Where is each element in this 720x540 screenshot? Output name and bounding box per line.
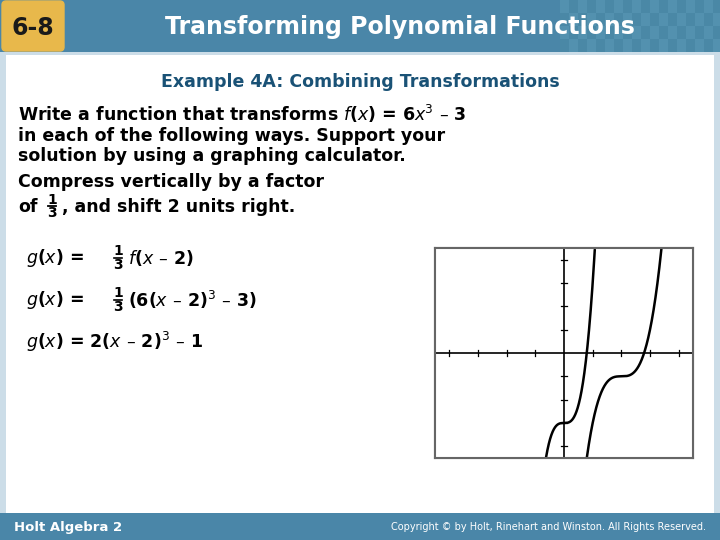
FancyBboxPatch shape [632, 13, 641, 26]
FancyBboxPatch shape [623, 0, 632, 13]
FancyBboxPatch shape [587, 13, 596, 26]
Text: $\it{g}$($\it{x}$) = 2($\it{x}$ – 2)$^3$ – 1: $\it{g}$($\it{x}$) = 2($\it{x}$ – 2)$^3$… [26, 330, 203, 354]
FancyBboxPatch shape [578, 39, 587, 52]
FancyBboxPatch shape [668, 39, 677, 52]
FancyBboxPatch shape [659, 13, 668, 26]
FancyBboxPatch shape [596, 39, 605, 52]
FancyBboxPatch shape [614, 13, 623, 26]
FancyBboxPatch shape [605, 13, 614, 26]
Text: 3: 3 [113, 300, 123, 314]
FancyBboxPatch shape [641, 13, 650, 26]
Text: $\it{f}$($\it{x}$ – 2): $\it{f}$($\it{x}$ – 2) [128, 248, 194, 268]
FancyBboxPatch shape [578, 13, 587, 26]
FancyBboxPatch shape [677, 0, 686, 13]
FancyBboxPatch shape [641, 26, 650, 39]
Text: Compress vertically by a factor: Compress vertically by a factor [18, 173, 324, 191]
FancyBboxPatch shape [578, 0, 587, 13]
FancyBboxPatch shape [695, 0, 704, 13]
FancyBboxPatch shape [695, 26, 704, 39]
FancyBboxPatch shape [650, 13, 659, 26]
Text: 1: 1 [113, 244, 123, 258]
FancyBboxPatch shape [6, 55, 714, 513]
FancyBboxPatch shape [686, 39, 695, 52]
Text: Transforming Polynomial Functions: Transforming Polynomial Functions [165, 15, 635, 39]
FancyBboxPatch shape [623, 26, 632, 39]
FancyBboxPatch shape [560, 39, 569, 52]
Text: (6($\it{x}$ – 2)$^3$ – 3): (6($\it{x}$ – 2)$^3$ – 3) [128, 289, 257, 311]
Text: 6-8: 6-8 [12, 16, 55, 40]
FancyBboxPatch shape [569, 0, 578, 13]
FancyBboxPatch shape [569, 26, 578, 39]
FancyBboxPatch shape [560, 26, 569, 39]
FancyBboxPatch shape [0, 0, 720, 52]
Text: 1: 1 [47, 193, 57, 207]
FancyBboxPatch shape [641, 39, 650, 52]
FancyBboxPatch shape [650, 0, 659, 13]
FancyBboxPatch shape [695, 39, 704, 52]
FancyBboxPatch shape [560, 13, 569, 26]
FancyBboxPatch shape [596, 26, 605, 39]
FancyBboxPatch shape [704, 0, 713, 13]
FancyBboxPatch shape [713, 0, 720, 13]
FancyBboxPatch shape [632, 39, 641, 52]
FancyBboxPatch shape [686, 26, 695, 39]
FancyBboxPatch shape [668, 0, 677, 13]
FancyBboxPatch shape [587, 0, 596, 13]
FancyBboxPatch shape [632, 0, 641, 13]
FancyBboxPatch shape [686, 0, 695, 13]
FancyBboxPatch shape [605, 26, 614, 39]
Text: $\it{g}$($\it{x}$) =: $\it{g}$($\it{x}$) = [26, 289, 84, 311]
FancyBboxPatch shape [614, 26, 623, 39]
FancyBboxPatch shape [569, 13, 578, 26]
FancyBboxPatch shape [596, 13, 605, 26]
Text: Copyright © by Holt, Rinehart and Winston. All Rights Reserved.: Copyright © by Holt, Rinehart and Winsto… [391, 522, 706, 532]
Text: Write a function that transforms $\it{f}$($\it{x}$) = 6$\it{x}$$^3$ – 3: Write a function that transforms $\it{f}… [18, 103, 467, 125]
FancyBboxPatch shape [659, 0, 668, 13]
FancyBboxPatch shape [596, 0, 605, 13]
Text: of: of [18, 198, 37, 216]
FancyBboxPatch shape [668, 26, 677, 39]
FancyBboxPatch shape [686, 13, 695, 26]
FancyBboxPatch shape [587, 26, 596, 39]
FancyBboxPatch shape [668, 13, 677, 26]
FancyBboxPatch shape [659, 39, 668, 52]
FancyBboxPatch shape [713, 39, 720, 52]
Text: 1: 1 [113, 286, 123, 300]
FancyBboxPatch shape [560, 0, 569, 13]
FancyBboxPatch shape [713, 13, 720, 26]
Text: 3: 3 [113, 258, 123, 272]
FancyBboxPatch shape [569, 39, 578, 52]
FancyBboxPatch shape [435, 248, 693, 458]
FancyBboxPatch shape [605, 39, 614, 52]
FancyBboxPatch shape [578, 26, 587, 39]
Text: in each of the following ways. Support your: in each of the following ways. Support y… [18, 127, 445, 145]
Text: Holt Algebra 2: Holt Algebra 2 [14, 521, 122, 534]
FancyBboxPatch shape [623, 13, 632, 26]
FancyBboxPatch shape [2, 1, 64, 51]
FancyBboxPatch shape [677, 39, 686, 52]
Text: Example 4A: Combining Transformations: Example 4A: Combining Transformations [161, 73, 559, 91]
FancyBboxPatch shape [695, 13, 704, 26]
FancyBboxPatch shape [650, 39, 659, 52]
FancyBboxPatch shape [650, 26, 659, 39]
Text: 3: 3 [48, 206, 57, 220]
FancyBboxPatch shape [641, 0, 650, 13]
FancyBboxPatch shape [659, 26, 668, 39]
FancyBboxPatch shape [623, 39, 632, 52]
FancyBboxPatch shape [713, 26, 720, 39]
FancyBboxPatch shape [704, 39, 713, 52]
FancyBboxPatch shape [614, 0, 623, 13]
Text: $\it{g}$($\it{x}$) =: $\it{g}$($\it{x}$) = [26, 247, 84, 269]
FancyBboxPatch shape [704, 13, 713, 26]
FancyBboxPatch shape [614, 39, 623, 52]
Text: , and shift 2 units right.: , and shift 2 units right. [62, 198, 295, 216]
FancyBboxPatch shape [677, 26, 686, 39]
FancyBboxPatch shape [632, 26, 641, 39]
FancyBboxPatch shape [587, 39, 596, 52]
FancyBboxPatch shape [704, 26, 713, 39]
FancyBboxPatch shape [0, 513, 720, 540]
Text: solution by using a graphing calculator.: solution by using a graphing calculator. [18, 147, 406, 165]
FancyBboxPatch shape [605, 0, 614, 13]
FancyBboxPatch shape [677, 13, 686, 26]
